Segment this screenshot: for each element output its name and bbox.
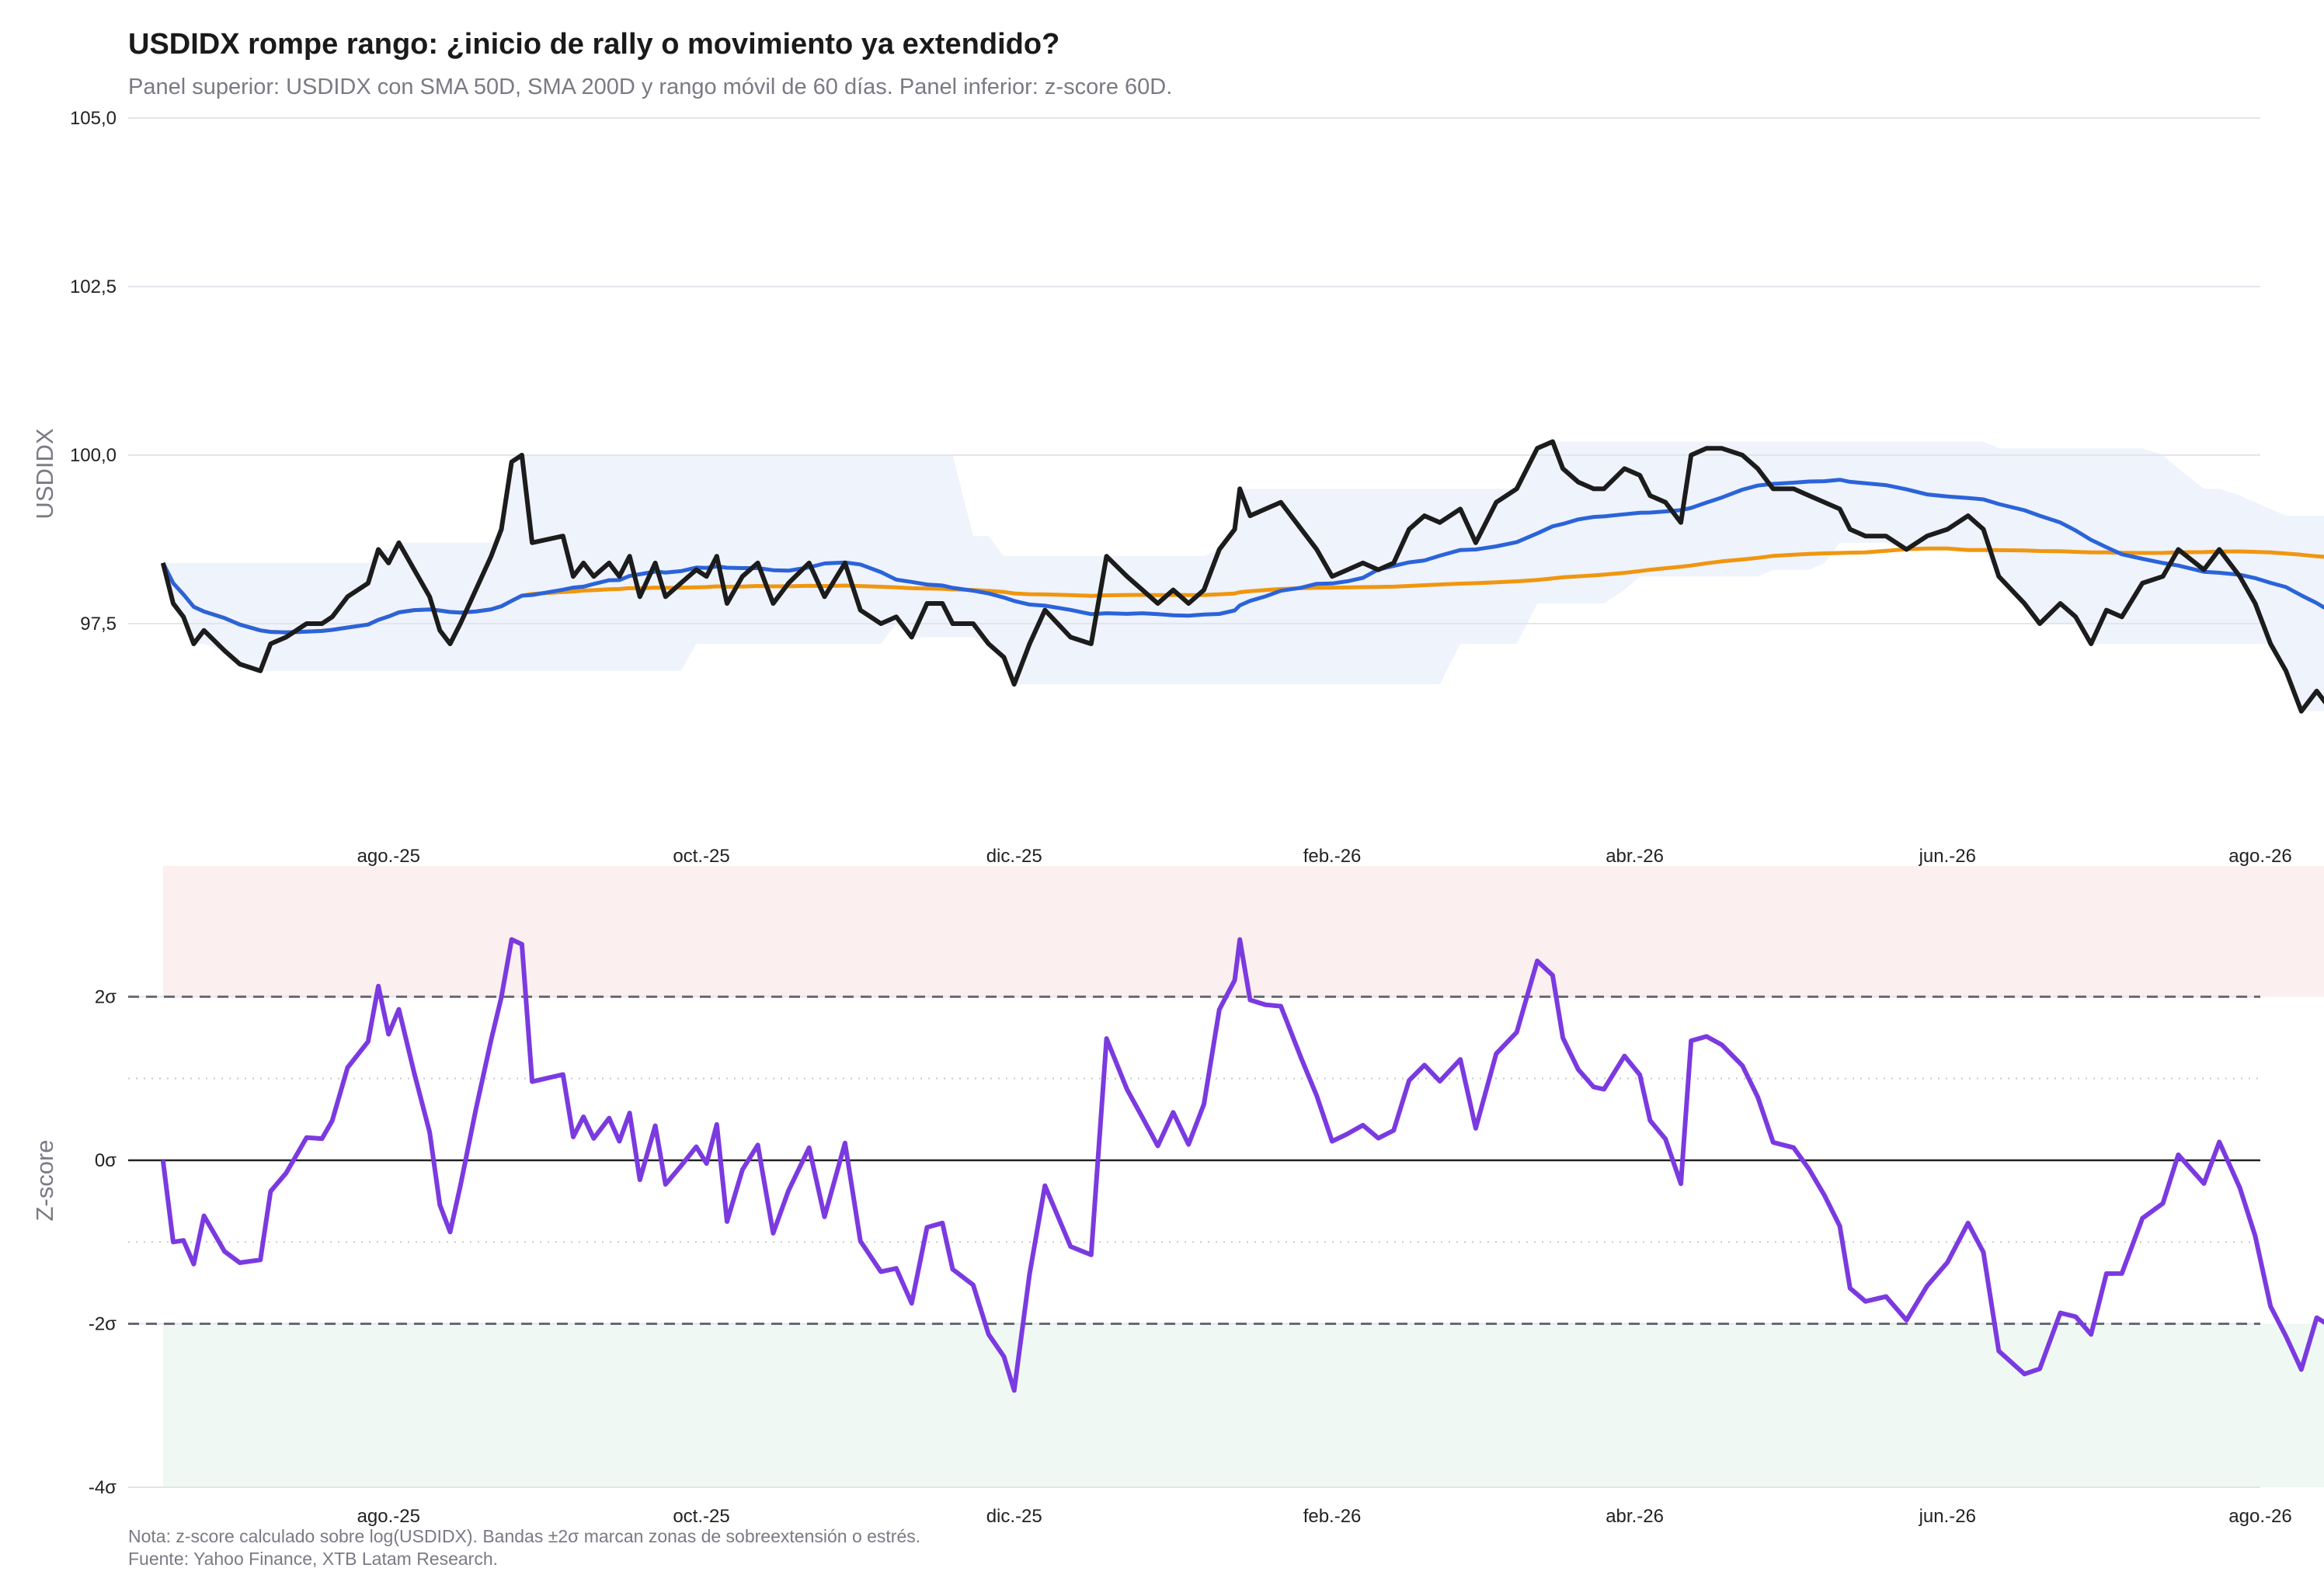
top-y-tick-label: 105,0 <box>70 108 117 129</box>
top-x-tick-label: ago.-25 <box>357 846 420 867</box>
source-note: Fuente: Yahoo Finance, XTB Latam Researc… <box>128 1549 499 1569</box>
chart-subtitle: Panel superior: USDIDX con SMA 50D, SMA … <box>128 75 1173 99</box>
bottom-y-tick-label: -4σ <box>89 1477 117 1498</box>
stress-zone <box>162 1323 2324 1487</box>
top-y-axis-label: USDIDX <box>31 428 58 519</box>
zscore-line <box>160 937 2324 1393</box>
top-x-tick-label: abr.-26 <box>1606 846 1664 867</box>
price-line <box>160 439 2324 714</box>
top-y-tick-label: 97,5 <box>80 614 117 635</box>
bottom-y-tick-label: 2σ <box>95 986 117 1007</box>
top-x-tick-label: oct.-25 <box>673 846 729 867</box>
top-y-tick-label: 102,5 <box>70 276 117 297</box>
rolling-range-band <box>162 441 2324 711</box>
chart-title: USDIDX rompe rango: ¿inicio de rally o m… <box>128 28 1060 61</box>
bottom-x-tick-label: ago.-25 <box>357 1506 420 1527</box>
bottom-y-tick-label: 0σ <box>95 1150 117 1171</box>
bottom-x-tick-label: jun.-26 <box>1919 1506 1976 1527</box>
bottom-y-axis-label: Z-score <box>31 1139 58 1221</box>
bottom-y-tick-label: -2σ <box>89 1313 117 1334</box>
top-x-tick-label: jun.-26 <box>1919 846 1976 867</box>
bottom-x-tick-label: abr.-26 <box>1606 1506 1664 1527</box>
bottom-x-tick-label: feb.-26 <box>1303 1506 1362 1527</box>
bottom-x-tick-label: oct.-25 <box>673 1506 729 1527</box>
top-x-tick-label: feb.-26 <box>1303 846 1362 867</box>
footnote: Nota: z-score calculado sobre log(USDIDX… <box>128 1526 921 1546</box>
bottom-x-tick-label: dic.-25 <box>986 1506 1042 1527</box>
overextension-zone <box>162 866 2324 997</box>
sma50-line <box>161 478 2324 635</box>
bottom-x-tick-label: ago.-26 <box>2228 1506 2291 1527</box>
top-x-tick-label: ago.-26 <box>2228 846 2291 867</box>
top-y-tick-label: 100,0 <box>70 445 117 466</box>
top-x-tick-label: dic.-25 <box>986 846 1042 867</box>
